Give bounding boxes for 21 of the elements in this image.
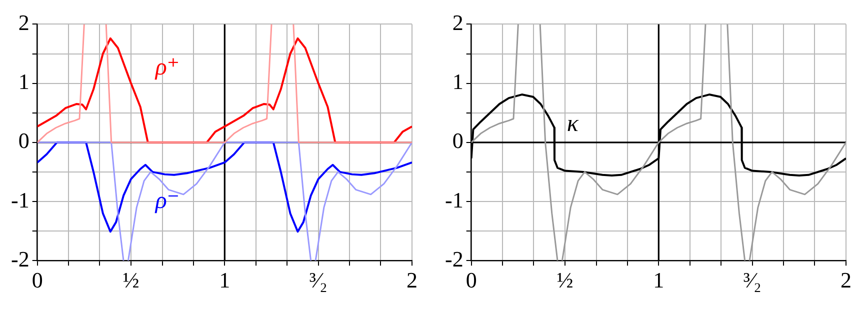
y-tick-label: -1: [445, 187, 464, 212]
x-tick-label: 2: [840, 268, 852, 293]
y-tick-label: 0: [18, 128, 30, 154]
y-tick-label: 2: [18, 10, 30, 35]
x-tick-label: ³⁄₂: [743, 268, 762, 293]
y-tick-label: -2: [445, 246, 464, 272]
x-tick-label: ³⁄₂: [309, 268, 328, 293]
y-tick-label: 1: [452, 69, 464, 94]
series-label: ρ⁻: [154, 188, 180, 214]
series-label: κ: [566, 110, 579, 137]
y-tick-label: 0: [452, 128, 464, 154]
x-tick-label: ½: [556, 268, 574, 293]
series-label: ρ⁺: [154, 54, 180, 81]
x-tick-label: 1: [653, 268, 664, 293]
x-tick-label: 1: [219, 268, 230, 293]
y-tick-label: 1: [18, 69, 30, 94]
y-tick-label: -1: [11, 187, 30, 212]
y-tick-label: -2: [11, 246, 30, 272]
x-tick-label: ½: [122, 268, 140, 293]
y-tick-label: 2: [452, 10, 464, 35]
x-tick-label: 2: [406, 268, 418, 293]
